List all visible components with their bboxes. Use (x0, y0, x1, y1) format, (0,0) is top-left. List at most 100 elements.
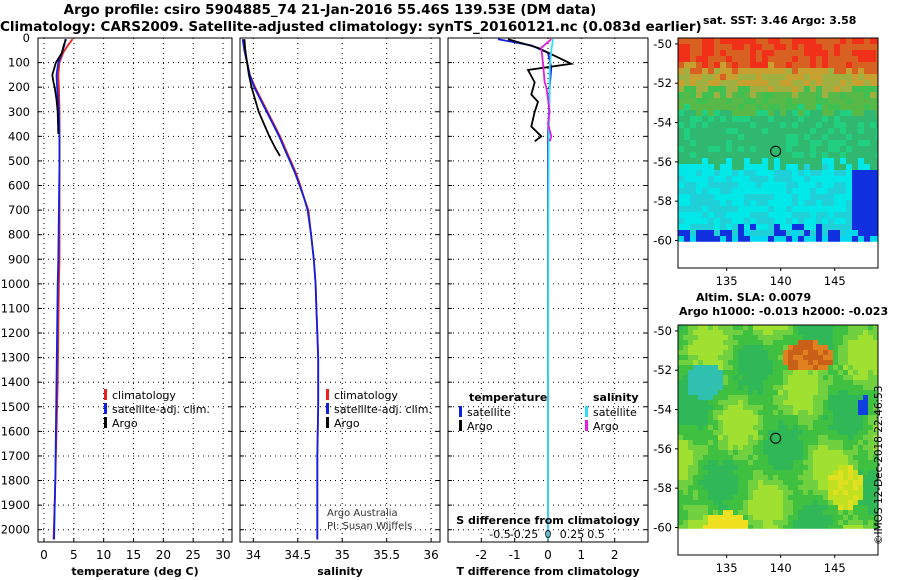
satellite-sst-map-cell (702, 212, 709, 219)
altimetry-sla-map-cell (778, 405, 784, 411)
altimetry-sla-map-cell (863, 385, 869, 391)
altimetry-sla-map-cell (793, 475, 799, 481)
altimetry-sla-map-cell (688, 490, 694, 496)
altimetry-sla-map-cell (688, 505, 694, 511)
altimetry-sla-map-cell (858, 390, 864, 396)
satellite-sst-map-cell (750, 176, 757, 183)
altimetry-sla-map-cell (728, 350, 734, 356)
satellite-sst-map-cell (684, 128, 691, 135)
satellite-sst-map-cell (840, 188, 847, 195)
altimetry-sla-map-cell (813, 455, 819, 461)
satellite-sst-map-cell (804, 68, 811, 75)
altimetry-sla-map-cell (688, 440, 694, 446)
altimetry-sla-map-cell (853, 440, 859, 446)
satellite-sst-map-cell (708, 68, 715, 75)
altimetry-sla-map-cell (723, 385, 729, 391)
satellite-sst-map-cell (750, 218, 757, 225)
temperature-profile-legend-label: climatology (112, 389, 176, 402)
altimetry-sla-map-cell (778, 475, 784, 481)
satellite-sst-map-cell (858, 68, 865, 75)
satellite-sst-map-cell (702, 80, 709, 87)
satellite-sst-map-cell (822, 50, 829, 57)
altimetry-sla-map-cell (783, 415, 789, 421)
altimetry-sla-map-cell (738, 505, 744, 511)
satellite-sst-map-cell (816, 104, 823, 111)
satellite-sst-map-cell (750, 122, 757, 129)
satellite-sst-map-cell (690, 62, 697, 69)
satellite-sst-map-cell (852, 56, 859, 63)
altimetry-sla-map-cell (693, 345, 699, 351)
satellite-sst-map-cell (786, 98, 793, 105)
satellite-sst-map-cell (810, 86, 817, 93)
altimetry-sla-map-cell (703, 325, 709, 331)
altimetry-sla-map-cell (743, 525, 749, 529)
altimetry-sla-map-cell (813, 470, 819, 476)
altimetry-sla-map-cell (683, 415, 689, 421)
altimetry-sla-map-cell (848, 375, 854, 381)
altimetry-sla-map-cell (703, 520, 709, 526)
satellite-sst-map-cell (792, 110, 799, 117)
satellite-sst-map-cell (834, 62, 841, 69)
altimetry-sla-map-cell (743, 510, 749, 516)
satellite-sst-map-cell (714, 104, 721, 111)
altimetry-sla-map-cell (678, 330, 684, 336)
satellite-sst-map-cell (762, 212, 769, 219)
altimetry-sla-map-cell (868, 370, 874, 376)
satellite-sst-map-cell (744, 122, 751, 129)
altimetry-sla-map-cell (743, 515, 749, 521)
satellite-sst-map-cell (786, 80, 793, 87)
satellite-sst-map-cell (804, 200, 811, 207)
altimetry-sla-map-cell (708, 440, 714, 446)
satellite-sst-map-cell (744, 158, 751, 165)
altimetry-sla-map-cell (683, 495, 689, 501)
satellite-sst-map-cell (732, 224, 739, 231)
satellite-sst-map-cell (750, 170, 757, 177)
satellite-sst-map-cell (678, 158, 685, 165)
altimetry-sla-map-cell (863, 450, 869, 456)
satellite-sst-map-cell (846, 98, 853, 105)
altimetry-sla-map-cell (818, 415, 824, 421)
altimetry-sla-map-cell (823, 455, 829, 461)
altimetry-sla-map-cell (698, 505, 704, 511)
altimetry-sla-map-cell (768, 480, 774, 486)
satellite-sst-map-cell (684, 98, 691, 105)
altimetry-sla-map-cell (738, 400, 744, 406)
altimetry-sla-map-cell (678, 400, 684, 406)
altimetry-sla-map-cell (713, 365, 719, 371)
altimetry-sla-map-cell (818, 430, 824, 436)
satellite-sst-map-cell (846, 164, 853, 171)
altimetry-sla-map-cell (858, 415, 864, 421)
altimetry-sla-map-cell (853, 490, 859, 496)
altimetry-sla-map-cell (798, 370, 804, 376)
altimetry-sla-map-cell (788, 335, 794, 341)
altimetry-sla-map-cell (718, 365, 724, 371)
satellite-sst-map-cell (678, 104, 685, 111)
satellite-sst-map-cell (684, 122, 691, 129)
altimetry-sla-map-cell (838, 425, 844, 431)
altimetry-sla-map-cell (843, 440, 849, 446)
altimetry-sla-map-cell (853, 330, 859, 336)
altimetry-sla-map-cell (768, 460, 774, 466)
satellite-sst-map-cell (684, 188, 691, 195)
satellite-sst-map-cell (780, 146, 787, 153)
altimetry-sla-map-cell (813, 520, 819, 526)
altimetry-sla-map-cell (688, 400, 694, 406)
satellite-sst-map-cell (774, 80, 781, 87)
altimetry-sla-map-cell (738, 475, 744, 481)
satellite-sst-map-cell (756, 194, 763, 201)
altimetry-sla-map-cell (803, 435, 809, 441)
altimetry-sla-map-cell (833, 360, 839, 366)
satellite-sst-map-cell (684, 146, 691, 153)
satellite-sst-map-cell (810, 50, 817, 57)
altimetry-sla-map-cell (798, 390, 804, 396)
satellite-sst-map-cell (696, 62, 703, 69)
altimetry-sla-map-cell (748, 455, 754, 461)
satellite-sst-map-cell (696, 176, 703, 183)
satellite-sst-map-cell (708, 140, 715, 147)
altimetry-sla-map-cell (743, 375, 749, 381)
satellite-sst-map-ytick-label: -56 (653, 155, 672, 169)
altimetry-sla-map-cell (873, 370, 879, 376)
altimetry-sla-map-cell (698, 470, 704, 476)
satellite-sst-map-cell (804, 128, 811, 135)
altimetry-sla-map-cell (778, 505, 784, 511)
